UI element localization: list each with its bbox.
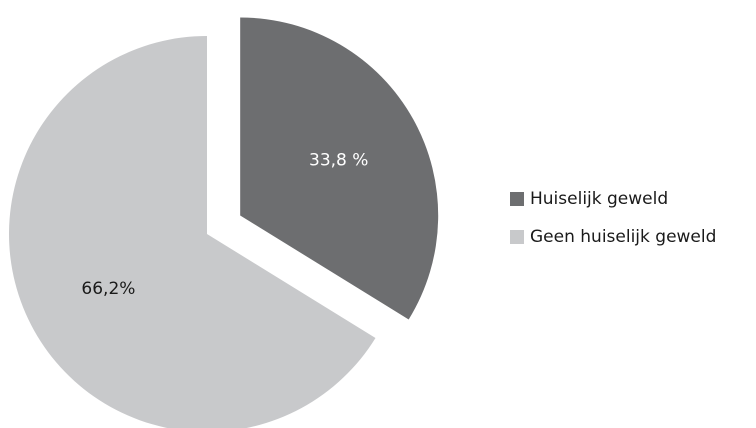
slice-label: 33,8 % xyxy=(309,150,368,170)
legend-swatch xyxy=(510,230,524,244)
legend-swatch xyxy=(510,192,524,206)
pie-slice xyxy=(9,36,376,428)
legend-label: Huiselijk geweld xyxy=(530,189,668,209)
pie-slice xyxy=(240,17,439,320)
legend-label: Geen huiselijk geweld xyxy=(530,227,716,247)
slice-label: 66,2% xyxy=(81,279,135,299)
